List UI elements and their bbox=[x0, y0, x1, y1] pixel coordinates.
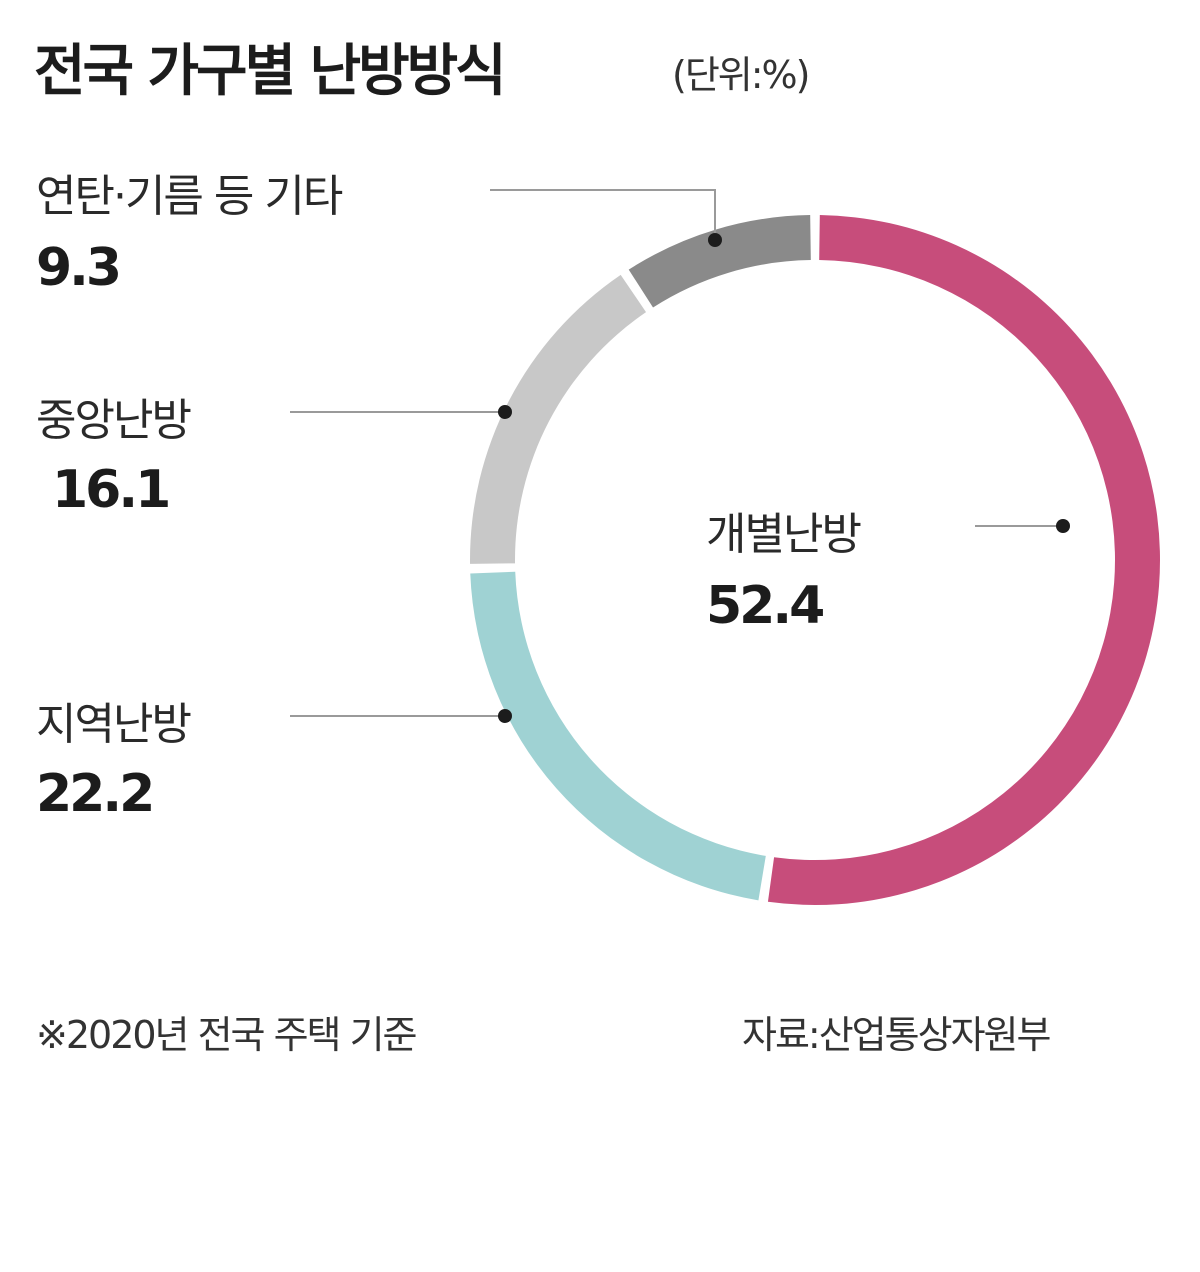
leader-district-dot bbox=[498, 709, 512, 723]
label-individual-name: 개별난방 bbox=[706, 509, 862, 560]
label-central-value: 16.1 bbox=[52, 460, 171, 520]
label-individual-value: 52.4 bbox=[706, 576, 825, 636]
unit-label: (단위:%) bbox=[672, 53, 810, 97]
label-other-value: 9.3 bbox=[36, 238, 122, 298]
label-district-value: 22.2 bbox=[36, 764, 155, 824]
leader-central-dot bbox=[498, 405, 512, 419]
chart-title: 전국 가구별 난방방식 bbox=[34, 39, 507, 104]
leader-lines bbox=[290, 189, 1070, 723]
donut-slice-0 bbox=[767, 215, 1160, 905]
source-note: 자료:산업통상자원부 bbox=[742, 1013, 1051, 1057]
leader-individual-dot bbox=[1056, 519, 1070, 533]
leader-other-dot bbox=[708, 233, 722, 247]
donut-slices bbox=[469, 215, 1160, 905]
leader-other bbox=[490, 189, 716, 240]
donut-slice-2 bbox=[469, 274, 647, 564]
footnote: ※2020년 전국 주택 기준 bbox=[36, 1013, 418, 1057]
label-central-name: 중앙난방 bbox=[36, 395, 192, 446]
label-district-name: 지역난방 bbox=[36, 699, 192, 750]
donut-slice-3 bbox=[628, 215, 811, 308]
donut-slice-1 bbox=[470, 571, 766, 901]
label-other-name: 연탄·기름 등 기타 bbox=[36, 171, 343, 222]
